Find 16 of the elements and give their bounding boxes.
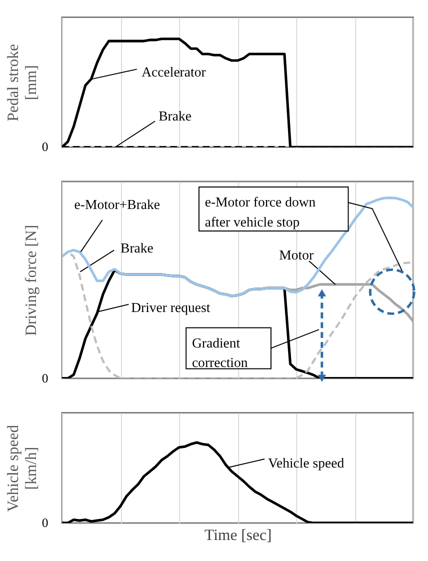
legend-label: Vehicle speed xyxy=(268,455,344,470)
series-label: Motor xyxy=(279,248,314,262)
y-axis-title: Vehicle speed [km/h] xyxy=(5,424,40,512)
text: 0 xyxy=(42,516,48,530)
y-axis-title: Driving force [N] xyxy=(22,224,40,336)
text: 0 xyxy=(42,140,48,154)
y-axis-title: Pedal stroke [mm] xyxy=(5,44,40,122)
legend-label: Driver request xyxy=(131,300,210,315)
text: Brake xyxy=(120,240,154,256)
text: 0 xyxy=(42,371,48,386)
annotation: e-Motor force down after vehicle stop xyxy=(204,194,316,230)
series-label: Brake xyxy=(158,108,192,124)
x-axis-title: Time [sec] xyxy=(204,527,272,544)
text: e-Motor+Brake xyxy=(74,196,160,212)
legend-label: Accelerator xyxy=(142,64,206,80)
annotation: Gradient correction xyxy=(192,335,248,370)
